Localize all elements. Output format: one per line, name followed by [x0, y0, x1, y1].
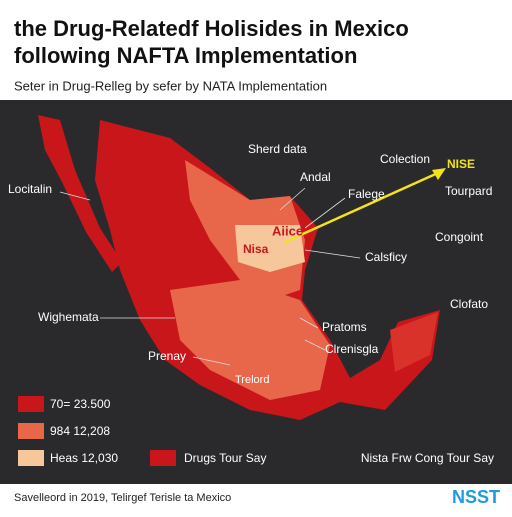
legend-swatch	[18, 450, 44, 466]
leader-lines	[59, 187, 361, 366]
map-label: Andal	[300, 170, 331, 184]
legend-label: Drugs Tour Say	[184, 451, 266, 465]
map-label: Congoint	[435, 230, 484, 244]
subtitle: Seter in Drug-Relleg by sefer by NATA Im…	[14, 78, 327, 93]
map-label: Falege	[348, 187, 385, 201]
map	[38, 115, 446, 420]
legend: 70= 23.500 984 12,208 Heas 12,030 Drugs …	[18, 396, 494, 466]
source-note: Savelleord in 2019, Telirgef Terisle ta …	[14, 492, 231, 504]
map-label: Colection	[380, 152, 430, 166]
header-band	[0, 0, 512, 100]
footer-band	[0, 484, 512, 512]
inner-label: Trelord	[235, 374, 269, 386]
arrow	[284, 170, 441, 244]
south-region	[170, 280, 330, 400]
baja-region	[38, 115, 122, 272]
map-label: Prenay	[148, 349, 186, 363]
legend-label: Heas 12,030	[50, 451, 118, 465]
map-label: Calsficy	[365, 250, 407, 264]
legend-swatch	[18, 423, 44, 439]
yucatan-region	[390, 312, 438, 372]
map-label: Pratoms	[322, 320, 367, 334]
title-line: following NAFTA Implementation	[14, 43, 357, 68]
map-label: Locitalin	[8, 182, 52, 196]
legend-swatch	[150, 450, 176, 466]
center-region	[235, 225, 305, 272]
legend-label: 984 12,208	[50, 424, 110, 438]
map-label: Clrenisgla	[325, 342, 379, 356]
arrow-head	[432, 168, 446, 180]
map-label: Wighemata	[38, 310, 99, 324]
inner-label: Nisa	[243, 242, 269, 256]
inner-label: Aiice	[272, 223, 303, 238]
map-label: Tourpard	[445, 184, 492, 198]
legend-label: 70= 23.500	[50, 397, 111, 411]
map-label: Sherd data	[248, 142, 307, 156]
map-label: Clofato	[450, 297, 488, 311]
title-line: the Drug-Relatedf Holisides in Mexico	[14, 16, 409, 41]
logo: NSST	[452, 487, 500, 507]
legend-note: Nista Frw Cong Tour Say	[361, 451, 494, 465]
legend-swatch	[18, 396, 44, 412]
map-label: NISE	[447, 157, 475, 171]
